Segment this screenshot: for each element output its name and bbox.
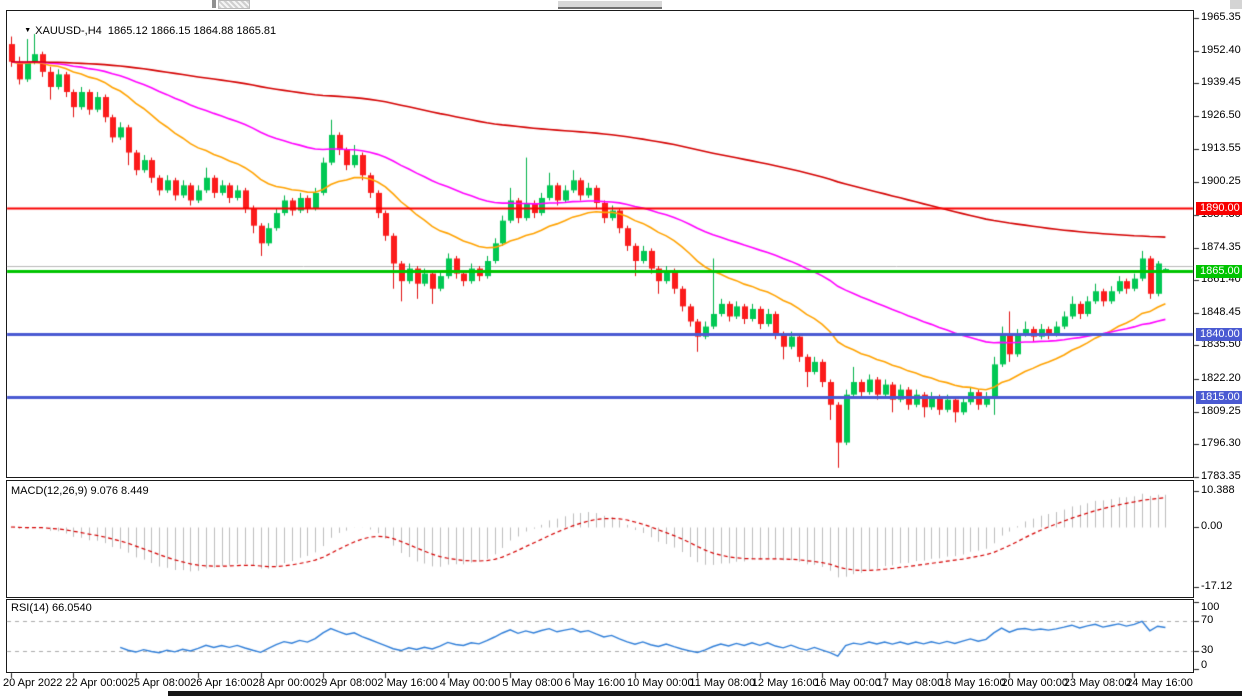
time-axis-label: 16 May 00:00 (814, 677, 881, 689)
macd-tick-label: 0.00 (1201, 520, 1223, 532)
time-axis-label: 20 May 00:00 (1001, 677, 1069, 689)
price-level-flag: 1815.00 (1196, 391, 1242, 405)
time-axis-label: 18 May 16:00 (939, 677, 1006, 689)
price-tick-label: 1965.35 (1201, 11, 1241, 23)
price-tick-label: 1926.50 (1201, 108, 1241, 121)
time-axis-label: 6 May 16:00 (564, 677, 626, 689)
price-level-flag: 1890.00 (1196, 202, 1242, 216)
toolbar-fragment[interactable] (558, 0, 662, 9)
scroll-corner (1230, 0, 1242, 9)
time-axis-label: 11 May 08:00 (689, 677, 756, 689)
price-tick-label: 1939.45 (1201, 76, 1241, 89)
time-axis-label: 4 May 00:00 (439, 677, 501, 689)
toolbar-separator (211, 0, 216, 8)
time-axis-label: 2 May 16:00 (377, 677, 438, 689)
collapse-triangle-icon[interactable]: ▼ (24, 27, 32, 34)
time-axis-label: 5 May 08:00 (502, 677, 563, 689)
price-level-flag: 1865.00 (1196, 265, 1242, 279)
price-tick-label: 1783.35 (1201, 470, 1241, 482)
macd-tick-label: -17.12 (1201, 579, 1233, 592)
time-axis-label: 12 May 16:00 (751, 677, 819, 689)
price-tick-label: 1835.50 (1201, 338, 1241, 351)
time-axis-label: 28 Apr 00:00 (252, 677, 315, 689)
time-axis-label: 10 May 00:00 (627, 677, 694, 689)
chart-title: ▼ XAUUSD-,H4 1865.12 1866.15 1864.88 1865… (12, 13, 276, 49)
rsi-tick-label: 100 (1201, 601, 1220, 613)
rsi-tick-label: 0 (1201, 659, 1208, 671)
time-axis-label: 22 Apr 00:00 (65, 677, 128, 689)
time-axis-label: 20 Apr 2022 (3, 677, 63, 689)
price-tick-label: 1874.35 (1201, 240, 1241, 253)
rsi-indicator-label: RSI(14) 66.0540 (11, 602, 92, 614)
time-axis-label: 25 Apr 08:00 (127, 677, 191, 689)
symbol-period-label: XAUUSD-,H4 (35, 25, 102, 37)
time-axis-label: 26 Apr 16:00 (190, 677, 253, 689)
time-axis-label: 23 May 08:00 (1063, 677, 1131, 689)
ohlc-readout: 1865.12 1866.15 1864.88 1865.81 (107, 25, 277, 37)
rsi-tick-label: 70 (1201, 614, 1214, 626)
rsi-tick-label: 30 (1201, 644, 1214, 656)
time-axis-label: 17 May 08:00 (876, 677, 944, 689)
time-axis-label: 24 May 16:00 (1126, 677, 1193, 689)
macd-indicator-label: MACD(12,26,9) 9.076 8.449 (11, 485, 149, 497)
price-level-flag: 1840.00 (1196, 328, 1242, 342)
price-tick-label: 1796.30 (1201, 437, 1241, 450)
macd-tick-label: 10.388 (1201, 483, 1235, 496)
toolbar-grip (218, 0, 250, 9)
price-tick-label: 1809.25 (1201, 404, 1241, 417)
taskbar-edge (168, 691, 1242, 696)
price-tick-label: 1952.40 (1201, 43, 1241, 56)
time-axis-label: 29 Apr 08:00 (315, 677, 378, 689)
price-tick-label: 1822.20 (1201, 372, 1241, 385)
price-tick-label: 1848.45 (1201, 305, 1241, 318)
price-tick-label: 1913.55 (1201, 141, 1241, 154)
price-tick-label: 1900.25 (1201, 175, 1241, 188)
